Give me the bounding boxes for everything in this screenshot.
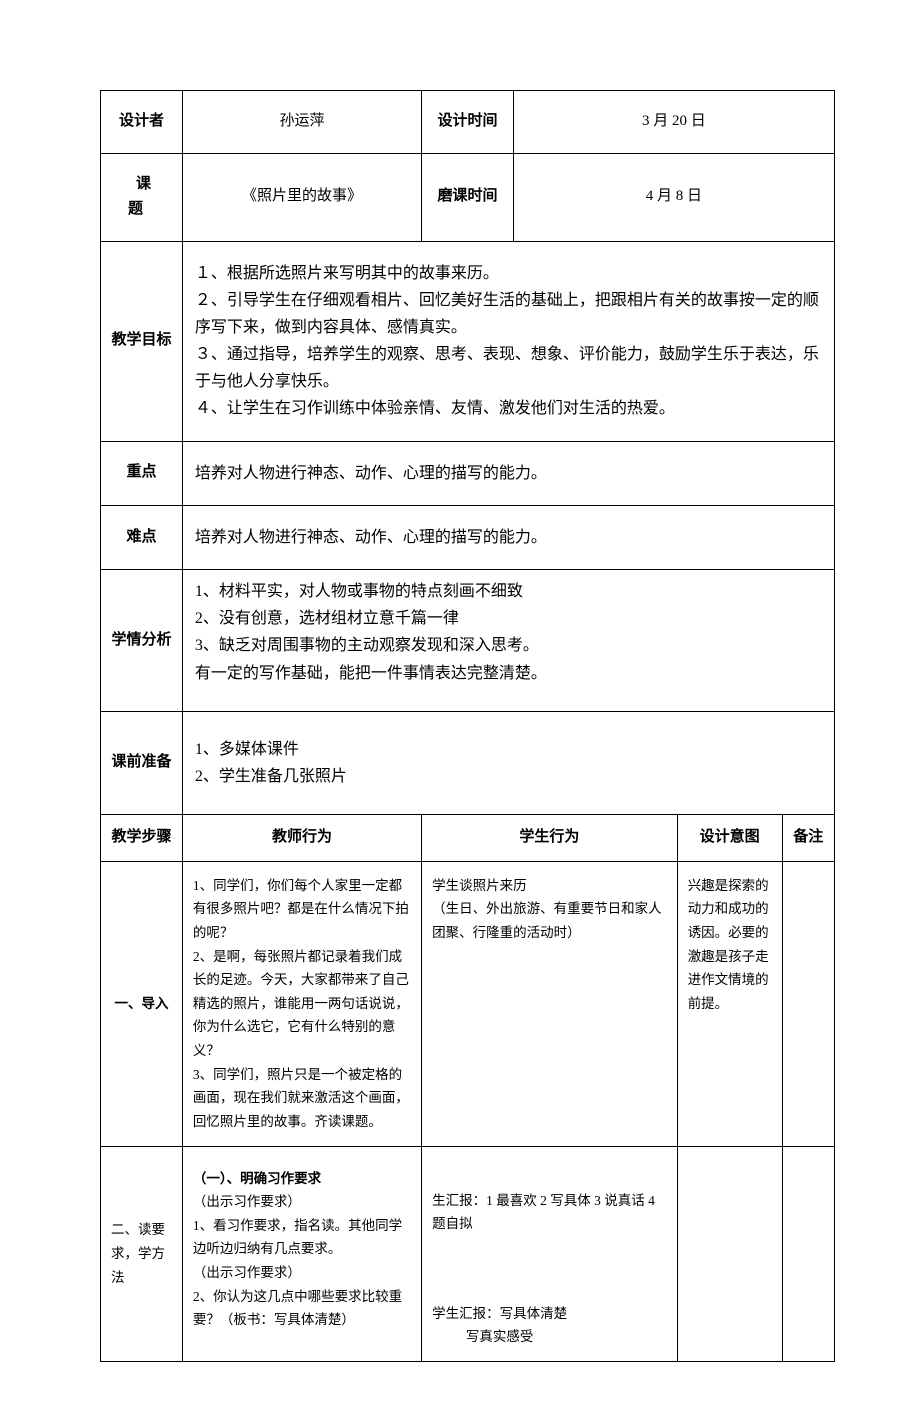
polish-time-label: 磨课时间 bbox=[422, 153, 514, 241]
teacher-line: （出示习作要求） bbox=[193, 1190, 411, 1214]
designer-label: 设计者 bbox=[101, 91, 183, 154]
step-1-label: 一、导入 bbox=[101, 861, 183, 1146]
row-topic: 课 题 《照片里的故事》 磨课时间 4 月 8 日 bbox=[101, 153, 835, 241]
step-1-student: 学生谈照片来历 （生日、外出旅游、有重要节日和家人团聚、行隆重的活动时） bbox=[422, 861, 678, 1146]
student-line: （生日、外出旅游、有重要节日和家人团聚、行隆重的活动时） bbox=[432, 897, 667, 944]
step-2-teacher: （一）、明确习作要求 （出示习作要求） 1、看习作要求，指名读。其他同学边听边归… bbox=[182, 1146, 421, 1362]
prep-item: 1、多媒体课件 bbox=[195, 736, 822, 763]
row-designer: 设计者 孙运萍 设计时间 3 月 20 日 bbox=[101, 91, 835, 154]
objective-item: ２、引导学生在仔细观看相片、回忆美好生活的基础上，把跟相片有关的故事按一定的顺序… bbox=[195, 287, 822, 341]
teacher-line: 3、同学们，照片只是一个被定格的画面，现在我们就来激活这个画面，回忆照片里的故事… bbox=[193, 1063, 411, 1134]
step-2-label: 二、读要求，学方法 bbox=[101, 1146, 183, 1362]
steps-header-student: 学生行为 bbox=[422, 815, 678, 862]
student-line: 写真实感受 bbox=[432, 1325, 667, 1349]
objectives-label: 教学目标 bbox=[101, 241, 183, 441]
teacher-line: （出示习作要求） bbox=[193, 1261, 411, 1285]
analysis-content: 1、材料平实，对人物或事物的特点刻画不细致 2、没有创意，选材组材立意千篇一律 … bbox=[182, 570, 834, 712]
analysis-item: 3、缺乏对周围事物的主动观察发现和深入思考。 bbox=[195, 632, 822, 659]
lesson-plan-table: 设计者 孙运萍 设计时间 3 月 20 日 课 题 《照片里的故事》 磨课时间 … bbox=[100, 90, 835, 1362]
teacher-line: 1、看习作要求，指名读。其他同学边听边归纳有几点要求。 bbox=[193, 1214, 411, 1261]
prep-content: 1、多媒体课件 2、学生准备几张照片 bbox=[182, 711, 834, 814]
step-2-note bbox=[782, 1146, 834, 1362]
step-1-note bbox=[782, 861, 834, 1146]
row-prep: 课前准备 1、多媒体课件 2、学生准备几张照片 bbox=[101, 711, 835, 814]
step-1-teacher: 1、同学们，你们每个人家里一定都有很多照片吧？都是在什么情况下拍的呢？ 2、是啊… bbox=[182, 861, 421, 1146]
student-line: 学生谈照片来历 bbox=[432, 874, 667, 898]
row-keypoint: 重点 培养对人物进行神态、动作、心理的描写的能力。 bbox=[101, 441, 835, 505]
design-time-label: 设计时间 bbox=[422, 91, 514, 154]
difficulty-content: 培养对人物进行神态、动作、心理的描写的能力。 bbox=[182, 505, 834, 569]
objective-item: ４、让学生在习作训练中体验亲情、友情、激发他们对生活的热爱。 bbox=[195, 395, 822, 422]
topic-value: 《照片里的故事》 bbox=[182, 153, 421, 241]
difficulty-label: 难点 bbox=[101, 505, 183, 569]
topic-label: 课 题 bbox=[101, 153, 183, 241]
step-1-intent: 兴趣是探索的动力和成功的诱因。必要的激趣是孩子走进作文情境的前提。 bbox=[677, 861, 782, 1146]
row-objectives: 教学目标 １、根据所选照片来写明其中的故事来历。 ２、引导学生在仔细观看相片、回… bbox=[101, 241, 835, 441]
teacher-line: 2、是啊，每张照片都记录着我们成长的足迹。今天，大家都带来了自己精选的照片，谁能… bbox=[193, 945, 411, 1063]
steps-header-step: 教学步骤 bbox=[101, 815, 183, 862]
analysis-label: 学情分析 bbox=[101, 570, 183, 712]
objectives-content: １、根据所选照片来写明其中的故事来历。 ２、引导学生在仔细观看相片、回忆美好生活… bbox=[182, 241, 834, 441]
teacher-line: 1、同学们，你们每个人家里一定都有很多照片吧？都是在什么情况下拍的呢？ bbox=[193, 874, 411, 945]
polish-time-value: 4 月 8 日 bbox=[513, 153, 834, 241]
analysis-item: 2、没有创意，选材组材立意千篇一律 bbox=[195, 605, 822, 632]
objective-item: ３、通过指导，培养学生的观察、思考、表现、想象、评价能力，鼓励学生乐于表达，乐于… bbox=[195, 341, 822, 395]
teacher-line: 2、你认为这几点中哪些要求比较重要？（板书：写具体清楚） bbox=[193, 1285, 411, 1332]
row-step-1: 一、导入 1、同学们，你们每个人家里一定都有很多照片吧？都是在什么情况下拍的呢？… bbox=[101, 861, 835, 1146]
prep-label: 课前准备 bbox=[101, 711, 183, 814]
row-analysis: 学情分析 1、材料平实，对人物或事物的特点刻画不细致 2、没有创意，选材组材立意… bbox=[101, 570, 835, 712]
steps-header-intent: 设计意图 bbox=[677, 815, 782, 862]
design-time-value: 3 月 20 日 bbox=[513, 91, 834, 154]
row-steps-header: 教学步骤 教师行为 学生行为 设计意图 备注 bbox=[101, 815, 835, 862]
step-2-student: 生汇报：1 最喜欢 2 写具体 3 说真话 4 题自拟 学生汇报：写具体清楚 写… bbox=[422, 1146, 678, 1362]
analysis-item: 有一定的写作基础，能把一件事情表达完整清楚。 bbox=[195, 660, 822, 687]
designer-value: 孙运萍 bbox=[182, 91, 421, 154]
row-difficulty: 难点 培养对人物进行神态、动作、心理的描写的能力。 bbox=[101, 505, 835, 569]
keypoint-label: 重点 bbox=[101, 441, 183, 505]
objective-item: １、根据所选照片来写明其中的故事来历。 bbox=[195, 260, 822, 287]
steps-header-note: 备注 bbox=[782, 815, 834, 862]
prep-item: 2、学生准备几张照片 bbox=[195, 763, 822, 790]
analysis-item: 1、材料平实，对人物或事物的特点刻画不细致 bbox=[195, 578, 822, 605]
student-line: 生汇报：1 最喜欢 2 写具体 3 说真话 4 题自拟 bbox=[432, 1189, 667, 1236]
student-line: 学生汇报：写具体清楚 bbox=[432, 1302, 667, 1326]
steps-header-teacher: 教师行为 bbox=[182, 815, 421, 862]
row-step-2: 二、读要求，学方法 （一）、明确习作要求 （出示习作要求） 1、看习作要求，指名… bbox=[101, 1146, 835, 1362]
keypoint-content: 培养对人物进行神态、动作、心理的描写的能力。 bbox=[182, 441, 834, 505]
step-2-intent bbox=[677, 1146, 782, 1362]
teacher-line: （一）、明确习作要求 bbox=[193, 1167, 411, 1191]
